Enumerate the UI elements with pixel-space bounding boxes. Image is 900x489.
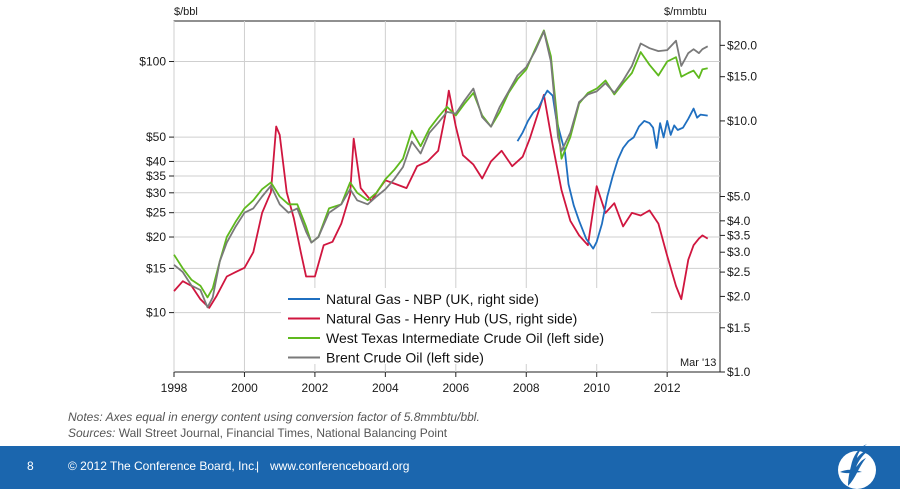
right-tick-label: $4.0	[727, 214, 751, 228]
right-tick-label: $3.0	[727, 245, 751, 259]
right-tick-label: $3.5	[727, 228, 751, 242]
right-tick-label: $5.0	[727, 190, 751, 204]
series-group	[173, 29, 709, 309]
legend-label-brent: Brent Crude Oil (left side)	[326, 350, 484, 366]
x-axis: 1998 2000 2002 2004 2006 2008 2010 2012	[161, 372, 681, 395]
legend-label-nbp: Natural Gas - NBP (UK, right side)	[326, 291, 539, 307]
x-tick-label: 2000	[231, 381, 258, 395]
series-line-brent	[173, 30, 709, 309]
x-tick-label: 2006	[442, 381, 469, 395]
left-axis-unit: $/bbl	[174, 6, 198, 18]
right-tick-label: $1.0	[727, 365, 751, 379]
legend-box	[281, 288, 651, 364]
x-tick-label: 2010	[583, 381, 610, 395]
sources-text: Wall Street Journal, Financial Times, Na…	[115, 426, 448, 440]
series-line-nbp	[516, 89, 708, 250]
series-line-wti	[173, 29, 708, 299]
right-tick-label: $15.0	[727, 70, 757, 84]
right-axis-unit: $/mmbtu	[664, 6, 707, 18]
x-tick-label: 1998	[161, 381, 188, 395]
left-tick-label: $10	[146, 306, 166, 320]
left-tick-label: $40	[146, 154, 166, 168]
left-tick-label: $35	[146, 169, 166, 183]
website-link[interactable]: www.conferenceboard.org	[270, 459, 410, 473]
left-tick-label: $30	[146, 186, 166, 200]
right-tick-label: $10.0	[727, 114, 757, 128]
copyright-text: © 2012 The Conference Board, Inc.	[68, 459, 258, 473]
right-tick-label: $20.0	[727, 38, 757, 52]
notes-label: Notes:	[68, 410, 103, 424]
left-tick-label: $50	[146, 130, 166, 144]
right-axis: $20.0 $15.0 $10.0 $5.0 $4.0$3.5 $3.0 $2.5 $2.0 $…	[720, 38, 757, 379]
left-tick-label: $25	[146, 206, 166, 220]
left-tick-label: $20	[146, 230, 166, 244]
left-tick-label: $100	[139, 55, 166, 69]
legend: Natural Gas - NBP (UK, right side) Natura…	[281, 288, 651, 366]
legend-label-henry-hub: Natural Gas - Henry Hub (US, right side)	[326, 311, 577, 327]
footer-separator: |	[256, 459, 260, 473]
right-tick-label: $1.5	[727, 321, 751, 335]
sources-label: Sources:	[68, 426, 116, 440]
notes-text: Axes equal in energy content using conve…	[102, 410, 480, 424]
chart: 1998 2000 2002 2004 2006 2008 2010 2012 $100 $50…	[139, 6, 757, 395]
series-line-henry-hub	[173, 89, 709, 309]
x-tick-label: 2002	[302, 381, 329, 395]
notes-line: Notes: Axes equal in energy content usin…	[68, 410, 480, 424]
right-tick-label: $2.5	[727, 265, 751, 279]
date-label: Mar '13	[680, 357, 716, 369]
sources-line: Sources: Wall Street Journal, Financial …	[68, 426, 447, 440]
conference-board-logo-icon	[838, 444, 876, 489]
page-number: 8	[27, 459, 34, 473]
legend-label-wti: West Texas Intermediate Crude Oil (left …	[326, 330, 604, 346]
footer-bar: 8 © 2012 The Conference Board, Inc. | ww…	[0, 446, 900, 489]
x-tick-label: 2008	[513, 381, 540, 395]
left-tick-label: $15	[146, 261, 166, 275]
x-tick-label: 2004	[372, 381, 399, 395]
right-tick-label: $2.0	[727, 289, 751, 303]
left-axis: $100 $50 $40$35 $30 $25 $20 $15 $10	[139, 55, 174, 320]
x-tick-label: 2012	[654, 381, 681, 395]
